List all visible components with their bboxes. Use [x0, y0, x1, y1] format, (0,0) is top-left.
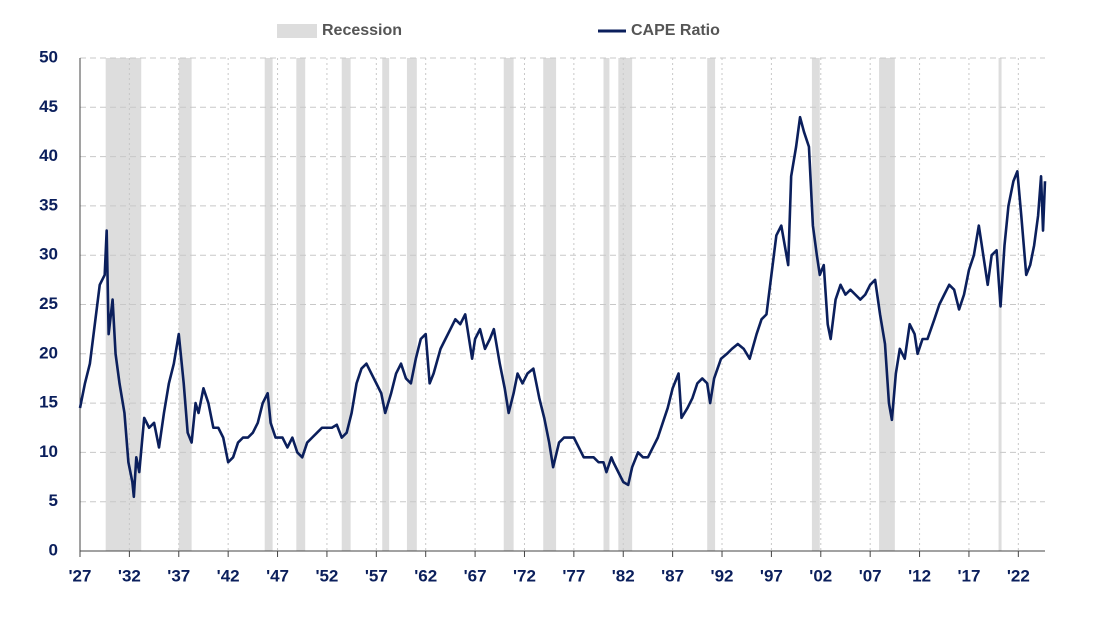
legend-swatch — [277, 24, 317, 38]
y-tick-label: 30 — [39, 245, 58, 264]
x-tick-label: '17 — [957, 566, 980, 585]
x-tick-label: '92 — [711, 566, 734, 585]
x-tick-label: '57 — [365, 566, 388, 585]
y-tick-label: 45 — [39, 97, 58, 116]
x-tick-label: '47 — [266, 566, 289, 585]
recession-band — [503, 58, 514, 551]
x-tick-label: '52 — [315, 566, 338, 585]
recession-band — [264, 58, 273, 551]
x-tick-label: '82 — [612, 566, 635, 585]
recession-band — [879, 58, 895, 551]
y-tick-label: 0 — [49, 540, 58, 559]
y-tick-label: 50 — [39, 47, 58, 66]
x-tick-label: '02 — [809, 566, 832, 585]
x-tick-label: '32 — [118, 566, 141, 585]
x-tick-label: '07 — [859, 566, 882, 585]
x-tick-label: '37 — [167, 566, 190, 585]
x-tick-label: '97 — [760, 566, 783, 585]
legend-label: Recession — [322, 22, 402, 39]
legend-label: CAPE Ratio — [631, 22, 720, 39]
x-tick-label: '27 — [69, 566, 92, 585]
recession-band — [341, 58, 351, 551]
y-tick-label: 40 — [39, 146, 58, 165]
x-tick-label: '67 — [464, 566, 487, 585]
y-tick-label: 15 — [39, 393, 58, 412]
x-tick-label: '42 — [217, 566, 240, 585]
x-tick-label: '87 — [661, 566, 684, 585]
y-tick-label: 20 — [39, 343, 58, 362]
y-tick-label: 5 — [49, 491, 58, 510]
series-line — [78, 115, 1047, 499]
y-tick-label: 35 — [39, 195, 58, 214]
x-tick-label: '62 — [414, 566, 437, 585]
y-tick-label: 10 — [39, 442, 58, 461]
x-tick-label: '72 — [513, 566, 536, 585]
x-tick-label: '22 — [1007, 566, 1030, 585]
recession-band — [603, 58, 610, 551]
y-tick-label: 25 — [39, 294, 58, 313]
x-tick-label: '77 — [562, 566, 585, 585]
x-tick-label: '12 — [908, 566, 931, 585]
